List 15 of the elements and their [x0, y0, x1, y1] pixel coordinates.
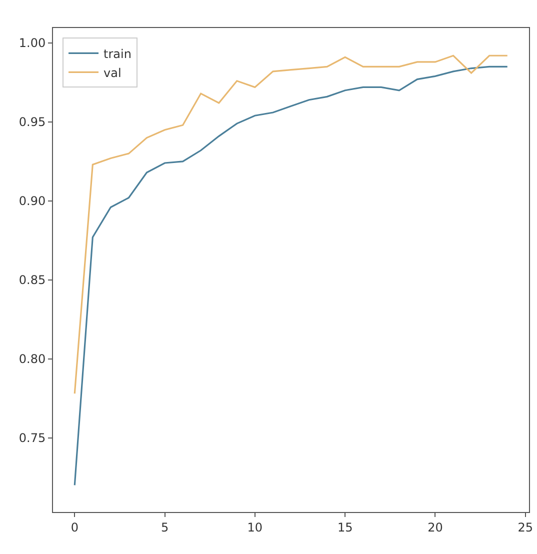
legend-label: train [104, 46, 132, 61]
y-tick-label: 0.80 [18, 352, 46, 366]
y-tick-label: 0.90 [18, 194, 46, 208]
line-series [74, 66, 508, 486]
y-tick-label: 1.00 [18, 36, 46, 50]
x-tick-label: 25 [518, 520, 534, 534]
x-tick-label: 15 [337, 520, 353, 534]
x-tick-label: 5 [160, 520, 169, 534]
y-tick-label: 0.95 [18, 115, 46, 130]
x-tick-label: 20 [428, 520, 443, 534]
y-tick-label: 0.75 [18, 430, 46, 445]
x-tick-label: 10 [247, 520, 263, 534]
x-tick-label: 0 [70, 520, 78, 534]
legend-label: val [104, 66, 122, 80]
y-tick-label: 0.85 [18, 273, 46, 288]
